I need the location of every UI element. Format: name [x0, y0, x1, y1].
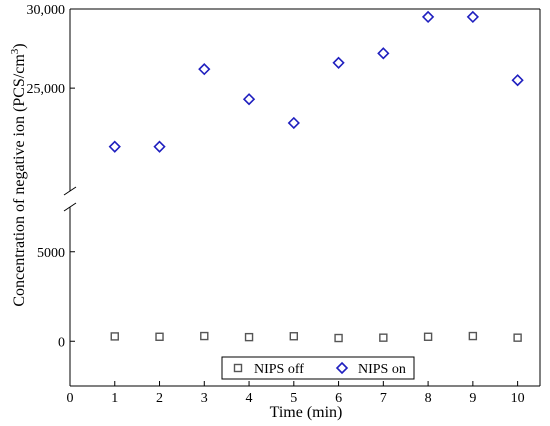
data-point [332, 56, 345, 69]
data-point [242, 93, 256, 106]
x-tick-label: 3 [201, 391, 208, 406]
legend-box [221, 356, 415, 380]
data-point [334, 333, 343, 343]
y-axis-title: Concentration of negative ion (PCS/cm3) [9, 43, 28, 306]
axis-break-mark-upper [63, 186, 77, 196]
axis-break-mark-lower [63, 202, 77, 212]
x-tick-label: 1 [111, 391, 118, 406]
data-point [108, 140, 121, 153]
data-point [421, 10, 435, 24]
data-point [153, 140, 166, 153]
plot-frame [63, 8, 541, 387]
data-point [511, 74, 524, 87]
data-point [110, 332, 119, 341]
x-tick-label: 0 [67, 391, 74, 406]
legend-marker [335, 361, 349, 375]
data-point [468, 331, 478, 341]
legend: NIPS off NIPS on [221, 356, 415, 380]
data-point [513, 333, 522, 342]
legend-marker [233, 363, 243, 373]
x-axis-title: Time (min) [270, 404, 343, 421]
series-nips-on [108, 10, 524, 153]
data-point [287, 116, 300, 130]
x-tick-label: 6 [335, 391, 342, 406]
y-tick-label: 25,000 [27, 82, 66, 97]
x-tick-label: 10 [511, 391, 525, 406]
legend-label: NIPS on [358, 362, 406, 377]
x-tick-label: 8 [425, 391, 432, 406]
y-tick-label: 5000 [37, 246, 65, 261]
legend-label: NIPS off [254, 362, 304, 377]
data-series [108, 10, 524, 343]
y-tick-label: 0 [58, 335, 65, 350]
y-axis-title-main: Concentration of negative ion (PCS/cm [11, 54, 28, 307]
data-point [466, 10, 479, 24]
data-point [289, 332, 299, 341]
data-point [244, 332, 254, 342]
data-point [198, 63, 211, 76]
data-point [155, 332, 164, 341]
x-tick-label: 5 [290, 391, 297, 406]
y-axis: 0 5000 25,000 30,000 [27, 3, 75, 350]
data-point [379, 333, 388, 342]
data-point [377, 47, 390, 60]
series-nips-off [110, 331, 522, 343]
data-point [200, 331, 209, 341]
x-tick-label: 2 [156, 391, 163, 406]
x-tick-label: 7 [380, 391, 387, 406]
y-axis-title-sup: 3 [9, 48, 21, 54]
y-tick-label: 30,000 [27, 3, 66, 18]
data-point [423, 332, 433, 341]
y-axis-title-end: ) [11, 43, 28, 48]
x-tick-label: 4 [246, 391, 253, 406]
x-tick-label: 9 [469, 391, 476, 406]
x-axis: 0 1 2 3 4 5 6 7 8 9 10 [67, 381, 525, 406]
